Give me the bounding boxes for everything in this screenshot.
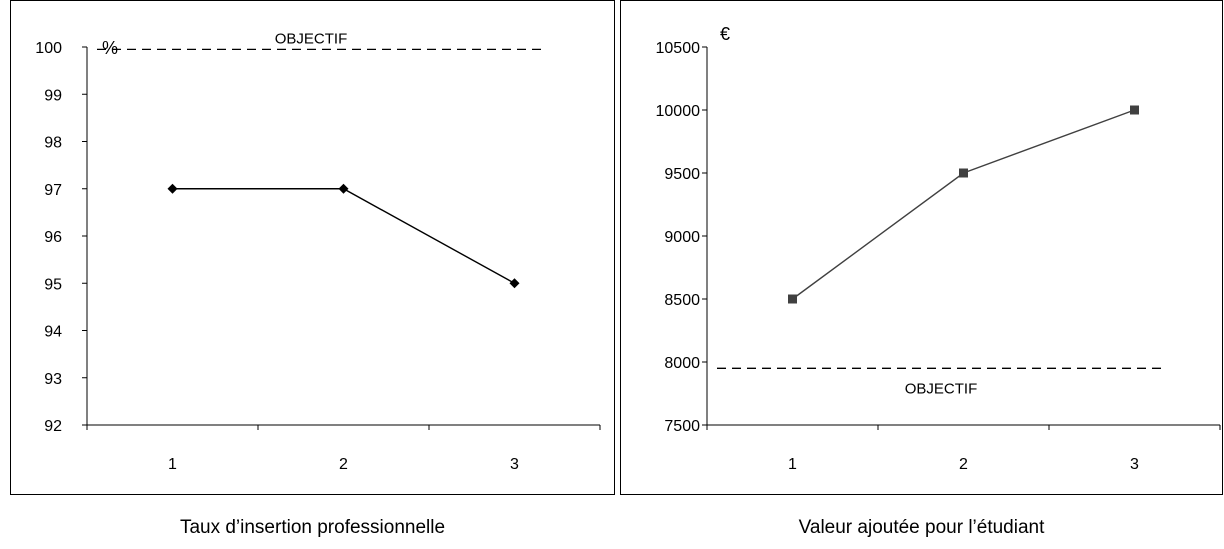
y-tick-label: 8000: [664, 355, 700, 372]
y-tick-label: 93: [44, 371, 62, 388]
data-point-diamond: [338, 183, 349, 194]
chart-frame: [10, 0, 615, 495]
series-line: [792, 109, 1135, 300]
y-tick-label: 9500: [664, 166, 700, 183]
chart-panel-insertion: 92 93 94 95 96 97 98 99 100 1 2 3% OBJECTIF: [10, 0, 615, 495]
chart-caption-insertion: Taux d’insertion professionnelle: [179, 517, 446, 538]
y-tick-label: 99: [44, 87, 62, 104]
x-tick-label: 2: [339, 456, 348, 473]
chart-caption-added-value: Valeur ajoutée pour l’étudiant: [798, 517, 1045, 538]
chart-added-value: 7500 8000 8500 9000 9500 10000 10500 1 2 3 € OBJECT…: [620, 0, 1223, 495]
objective-label: OBJECTIF: [905, 380, 978, 397]
series-line: [172, 188, 515, 284]
y-tick-label: 95: [44, 276, 62, 293]
x-tick-label: 2: [959, 456, 968, 473]
chart-insertion-rate: 92 93 94 95 96 97 98 99 100 1 2 3% OBJECTIF: [10, 0, 615, 495]
data-point-square: [788, 294, 797, 304]
y-tick-label: 10500: [656, 40, 701, 57]
y-tick-label: 97: [44, 182, 62, 199]
y-tick-label: 92: [44, 418, 62, 435]
y-tick-label: 98: [44, 135, 62, 152]
y-tick-label: 100: [35, 40, 62, 57]
y-tick-label: 96: [44, 229, 62, 246]
unit-label: %: [102, 38, 118, 58]
y-tick-label: 8500: [664, 292, 700, 309]
data-point-square: [1130, 105, 1139, 115]
x-tick-label: 3: [510, 456, 519, 473]
data-point-diamond: [167, 183, 178, 194]
objective-label: OBJECTIF: [275, 30, 348, 47]
x-tick-label: 3: [1130, 456, 1139, 473]
y-tick-label: 10000: [656, 103, 701, 120]
chart-frame: [620, 0, 1223, 495]
y-tick-label: 7500: [664, 418, 700, 435]
x-tick-label: 1: [168, 456, 177, 473]
y-tick-label: 94: [44, 324, 62, 341]
data-point-square: [959, 168, 968, 178]
y-tick-label: 9000: [664, 229, 700, 246]
chart-panel-added-value: 7500 8000 8500 9000 9500 10000 10500 1 2 3 € OBJECT…: [620, 0, 1223, 495]
unit-label: €: [720, 24, 730, 44]
data-point-diamond: [509, 278, 520, 289]
x-tick-label: 1: [788, 456, 797, 473]
